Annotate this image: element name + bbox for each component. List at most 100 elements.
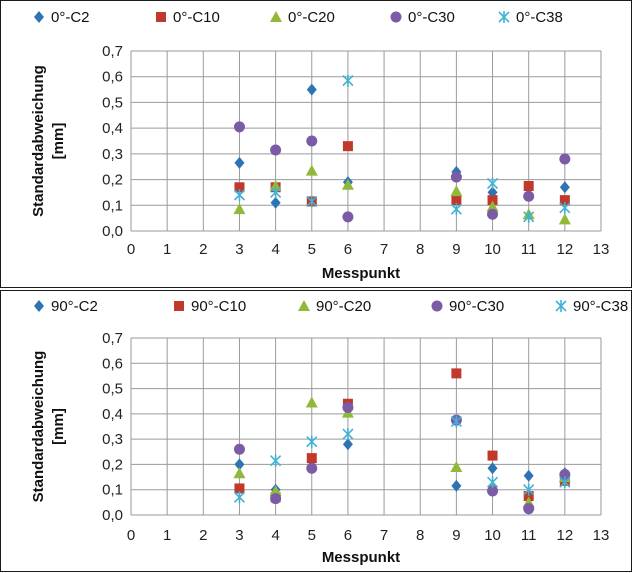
x-tick-label: 1 xyxy=(163,527,171,544)
legend-marker xyxy=(156,12,166,22)
series-90°-C20 xyxy=(233,396,571,508)
data-point xyxy=(523,483,535,496)
series-0°-C10 xyxy=(234,141,570,207)
data-point xyxy=(523,210,535,223)
legend-marker xyxy=(431,300,443,312)
y-tick-label: 0,3 xyxy=(102,431,123,448)
x-axis-title: Messpunkt xyxy=(322,549,400,566)
y-axis-title: Standardabweichung xyxy=(30,351,47,503)
data-point xyxy=(342,402,354,414)
legend-label: 0°-C30 xyxy=(408,9,455,26)
x-tick-label: 5 xyxy=(308,527,316,544)
legend-marker xyxy=(174,301,184,311)
x-tick-label: 2 xyxy=(199,527,207,544)
data-point xyxy=(558,213,571,225)
data-point xyxy=(486,177,499,190)
data-point xyxy=(559,201,571,214)
x-tick-label: 8 xyxy=(416,241,424,258)
data-point xyxy=(559,476,571,489)
data-point xyxy=(269,484,282,496)
legend-label: 90°-C38 xyxy=(573,298,628,315)
legend: 90°-C2 90°-C10 90°-C20 90°-C30 90°-C38 xyxy=(34,298,628,315)
x-tick-label: 0 xyxy=(127,527,135,544)
data-point xyxy=(487,195,498,206)
data-point xyxy=(487,450,498,461)
data-point xyxy=(234,483,245,494)
x-tick-label: 4 xyxy=(271,241,279,258)
data-point xyxy=(270,454,282,467)
x-tick-label: 1 xyxy=(163,241,171,258)
legend-marker xyxy=(498,11,510,23)
data-point xyxy=(487,208,499,220)
data-point xyxy=(450,460,463,472)
legend-label: 90°-C2 xyxy=(51,298,98,315)
y-tick-label: 0,7 xyxy=(102,43,123,60)
y-axis-title: Standardabweichung xyxy=(30,65,47,217)
x-tick-label: 3 xyxy=(235,527,243,544)
x-tick-label: 11 xyxy=(521,241,537,258)
legend-marker xyxy=(390,11,402,23)
y-tick-label: 0,1 xyxy=(102,197,123,214)
y-tick-label: 0,6 xyxy=(102,355,123,372)
x-tick-label: 12 xyxy=(557,527,574,544)
data-point xyxy=(234,156,245,169)
x-tick-label: 4 xyxy=(271,527,279,544)
data-point xyxy=(523,181,534,191)
data-point xyxy=(342,141,353,152)
data-point xyxy=(234,182,245,193)
legend-marker xyxy=(555,300,567,312)
y-tick-label: 0,4 xyxy=(102,120,123,137)
data-point xyxy=(233,189,246,201)
legend-marker xyxy=(298,300,310,311)
scatter-chart-90deg: 0,00,10,20,30,40,50,60,70 1 2 3 4 5 6 7 8 9 10 11 12… xyxy=(30,298,628,566)
y-tick-label: 0,2 xyxy=(102,172,123,189)
data-point xyxy=(306,435,318,448)
data-point xyxy=(342,211,354,223)
data-point xyxy=(559,181,570,194)
series-90°-C38 xyxy=(233,415,571,504)
x-tick-label: 2 xyxy=(199,241,207,258)
data-point xyxy=(306,453,317,464)
series-90°-C2 xyxy=(234,438,570,496)
legend-label: 0°-C2 xyxy=(51,9,90,26)
data-point xyxy=(306,83,317,96)
data-point xyxy=(306,135,318,147)
x-tick-label: 10 xyxy=(484,241,501,258)
x-tick-label: 7 xyxy=(380,527,388,544)
y-tick-label: 0,2 xyxy=(102,456,123,473)
data-point xyxy=(270,493,282,505)
legend-label: 0°-C10 xyxy=(173,9,220,26)
y-tick-label: 0,6 xyxy=(102,69,123,86)
legend: 0°-C2 0°-C10 0°-C20 0°-C30 0°-C38 xyxy=(34,9,563,26)
data-point xyxy=(450,185,463,197)
y-tick-label: 0,4 xyxy=(102,406,123,423)
legend-label: 0°-C38 xyxy=(516,9,563,26)
legend-marker xyxy=(270,11,282,22)
series-0°-C20 xyxy=(233,164,571,225)
data-point xyxy=(487,485,499,497)
data-point xyxy=(342,428,354,441)
scatter-chart-0deg: 0,00,10,20,30,40,50,60,70 1 2 3 4 5 6 7 8 9 10 11 12… xyxy=(30,9,609,282)
series-0°-C38 xyxy=(233,74,571,223)
x-tick-label: 3 xyxy=(235,241,243,258)
data-point xyxy=(559,195,570,206)
data-point xyxy=(486,200,499,212)
legend-label: 90°-C30 xyxy=(449,298,504,315)
data-point xyxy=(450,203,462,216)
data-point xyxy=(523,469,534,482)
x-tick-label: 9 xyxy=(452,241,460,258)
data-point xyxy=(270,196,281,209)
data-point xyxy=(270,186,282,199)
series-90°-C30 xyxy=(233,402,571,515)
data-point xyxy=(559,469,571,481)
y-tick-label: 0,5 xyxy=(102,381,123,398)
data-point xyxy=(523,491,534,502)
y-axis-title: [mm] xyxy=(50,408,67,445)
y-axis-title: [mm] xyxy=(50,123,67,160)
data-point xyxy=(306,195,318,208)
x-tick-label: 12 xyxy=(557,241,574,258)
data-point xyxy=(305,396,318,408)
data-point xyxy=(450,415,462,428)
legend-label: 90°-C10 xyxy=(191,298,246,315)
data-point xyxy=(487,462,498,475)
